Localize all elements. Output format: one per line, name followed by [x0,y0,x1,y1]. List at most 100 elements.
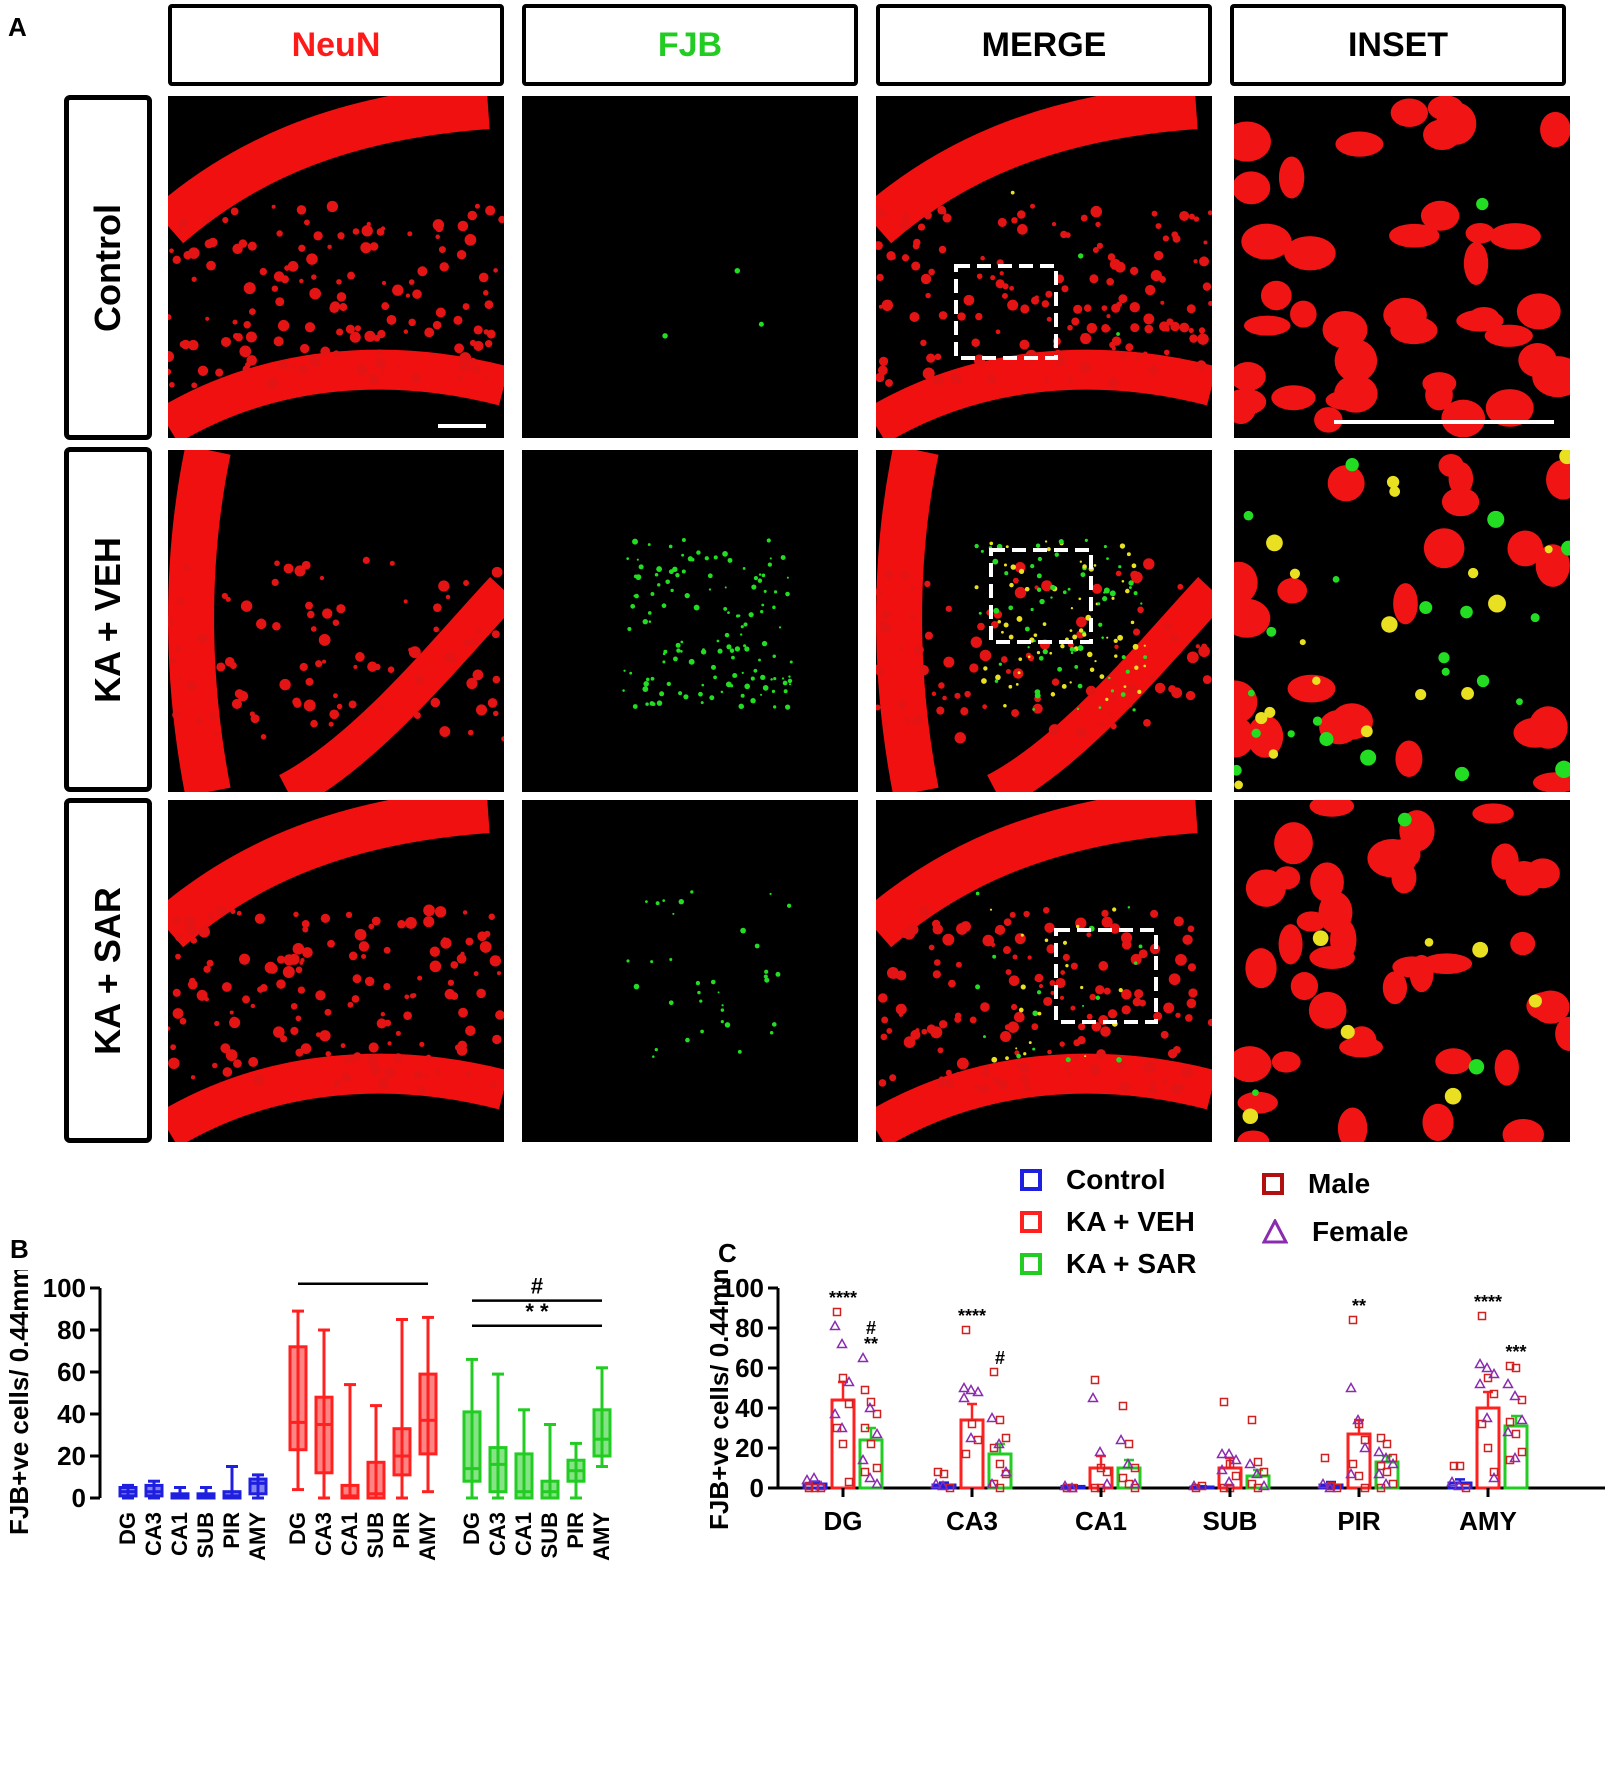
point-male [1348,1315,1358,1325]
point-female [1502,1425,1514,1437]
point-male [1388,1453,1398,1463]
point-male [804,1481,814,1491]
y-tick-label: 0 [750,1473,764,1503]
x-tick-label: AMY [245,1512,270,1561]
y-tick-label: 40 [57,1399,86,1429]
micrograph-ka-sar-neun [168,800,504,1142]
y-tick-label: 60 [735,1353,764,1383]
point-male [1118,1473,1128,1483]
point-female [1446,1475,1458,1487]
point-male [1511,1363,1521,1373]
x-tick-label: SUB [193,1512,218,1558]
x-tick-label: PIR [1337,1506,1381,1536]
point-female [1317,1477,1329,1489]
micrograph-ka-veh-merge [876,450,1212,792]
point-female [1115,1433,1127,1445]
row-header-ka-sar: KA + SAR [64,798,152,1143]
point-female [1216,1463,1228,1475]
x-tick-label: PIR [389,1512,414,1549]
point-female [1000,1465,1012,1477]
point-female [1481,1361,1493,1373]
column-header-neun: NeuN [168,4,504,86]
panel-label-b: B [10,1234,29,1264]
box-ka-sar-ca3 [488,1446,508,1494]
point-female [1352,1413,1364,1425]
legend-item-male: Male [1262,1168,1370,1200]
point-female [815,1479,827,1491]
point-female [829,1319,841,1331]
point-female [1122,1457,1134,1469]
point-female [871,1477,883,1489]
micrograph-control-inset [1234,96,1570,438]
significance-label: **** [829,1288,857,1308]
point-female [1223,1447,1235,1459]
y-tick-label: 100 [721,1273,764,1303]
x-tick-label: SUB [537,1512,562,1558]
point-female [836,1421,848,1433]
point-female [801,1473,813,1485]
box-ka-veh-pir [392,1427,412,1477]
panel-label-c: C [718,1238,737,1268]
point-female [1474,1377,1486,1389]
point-female [1223,1475,1235,1487]
point-male [1253,1457,1263,1467]
bar-ca3-ka-veh [959,1418,985,1490]
significance-label: * * * * [337,1270,390,1282]
point-male [1483,1443,1493,1453]
point-male [1455,1461,1465,1471]
point-male [1382,1467,1392,1477]
significance-label: *** [1505,1342,1526,1362]
box-ka-sar-sub [540,1479,560,1500]
column-header-inset: INSET [1230,4,1566,86]
point-male [1219,1397,1229,1407]
point-male [838,1439,848,1449]
point-female [1453,1479,1465,1491]
point-female [1258,1479,1270,1491]
inset-box [989,548,1093,644]
point-female [857,1351,869,1363]
point-female [958,1391,970,1403]
significance-label: # [995,1348,1005,1368]
point-female [808,1471,820,1483]
box-ka-veh-sub [366,1460,386,1500]
point-female [1087,1391,1099,1403]
point-female [1387,1457,1399,1469]
x-tick-label: CA1 [1075,1506,1127,1536]
box-ka-veh-amy [418,1372,438,1456]
point-male [1090,1483,1100,1493]
x-tick-label: CA1 [337,1512,362,1556]
x-tick-label: AMY [415,1512,440,1561]
point-female [930,1477,942,1489]
point-female [986,1477,998,1489]
x-tick-label: AMY [1459,1506,1517,1536]
point-male [1505,1417,1515,1427]
point-female [1094,1445,1106,1457]
point-male [1102,1467,1112,1477]
point-male [844,1477,854,1487]
point-female [1373,1445,1385,1457]
point-female [1488,1471,1500,1483]
point-female [1481,1411,1493,1423]
significance-label: # [866,1318,876,1338]
legend-item-ka-sar: KA + SAR [1020,1248,1196,1280]
point-male [1253,1483,1263,1493]
inset-box [954,264,1058,360]
x-tick-label: SUB [1203,1506,1258,1536]
point-female [829,1407,841,1419]
x-tick-label: AMY [589,1512,614,1561]
micrograph-control-neun [168,96,504,438]
row-header-control: Control [64,95,152,440]
chart-b: 0 20 40 60 80 100 FJB+ve cells/ 0.44mm2 DG CA3 CA… [0,1251,700,1770]
y-tick-label: 100 [43,1273,86,1303]
point-male [1247,1415,1257,1425]
legend-swatch-control [1020,1169,1042,1191]
micrograph-ka-sar-fjb [522,800,858,1142]
x-tick-label: PIR [563,1512,588,1549]
point-female [1509,1389,1521,1401]
point-male [1388,1479,1398,1489]
point-male [1360,1483,1370,1493]
point-female [843,1375,855,1387]
significance-label: ** [1352,1296,1366,1316]
